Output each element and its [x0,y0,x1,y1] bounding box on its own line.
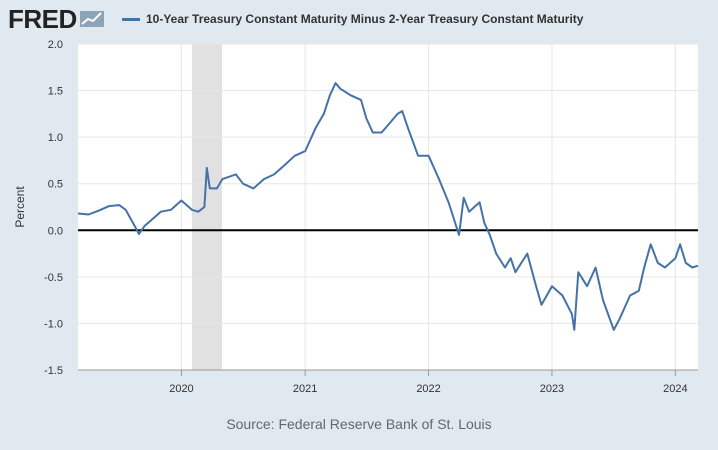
y-tick-label: -0.5 [44,272,63,284]
trend-line-icon [79,11,104,27]
fred-logo[interactable]: FRED [8,3,104,34]
x-tick-label: 2024 [663,383,687,395]
x-axis-ticks: 2020 2021 2022 2023 2024 [78,369,698,395]
y-axis-label: Percent [13,186,27,228]
x-tick-label: 2022 [416,383,440,395]
legend-swatch [122,17,140,21]
x-tick-label: 2021 [293,383,317,395]
legend-label: 10-Year Treasury Constant Maturity Minus… [146,12,584,26]
legend: 10-Year Treasury Constant Maturity Minus… [122,12,583,26]
x-tick-label: 2020 [169,383,193,395]
chart-header: FRED 10-Year Treasury Constant Maturity … [0,0,718,38]
x-tick-label: 2023 [540,383,564,395]
y-tick-label: 1.0 [48,132,63,144]
recession-band [191,44,223,370]
series-line [77,82,699,331]
y-tick-label: 2.0 [48,39,63,51]
y-tick-label: -1.5 [44,365,63,377]
y-tick-label: 0.0 [48,225,63,237]
recession-shading [191,44,223,370]
y-tick-label: 1.5 [48,86,63,98]
y-tick-label: 0.5 [48,179,63,191]
y-axis-ticks: 2.0 1.5 1.0 0.5 0.0 -0.5 -1.0 -1.5 [44,39,63,377]
source-note: Source: Federal Reserve Bank of St. Loui… [226,416,492,432]
fred-logo-text: FRED [8,3,77,34]
y-tick-label: -1.0 [44,318,63,330]
plot-area [78,44,698,370]
